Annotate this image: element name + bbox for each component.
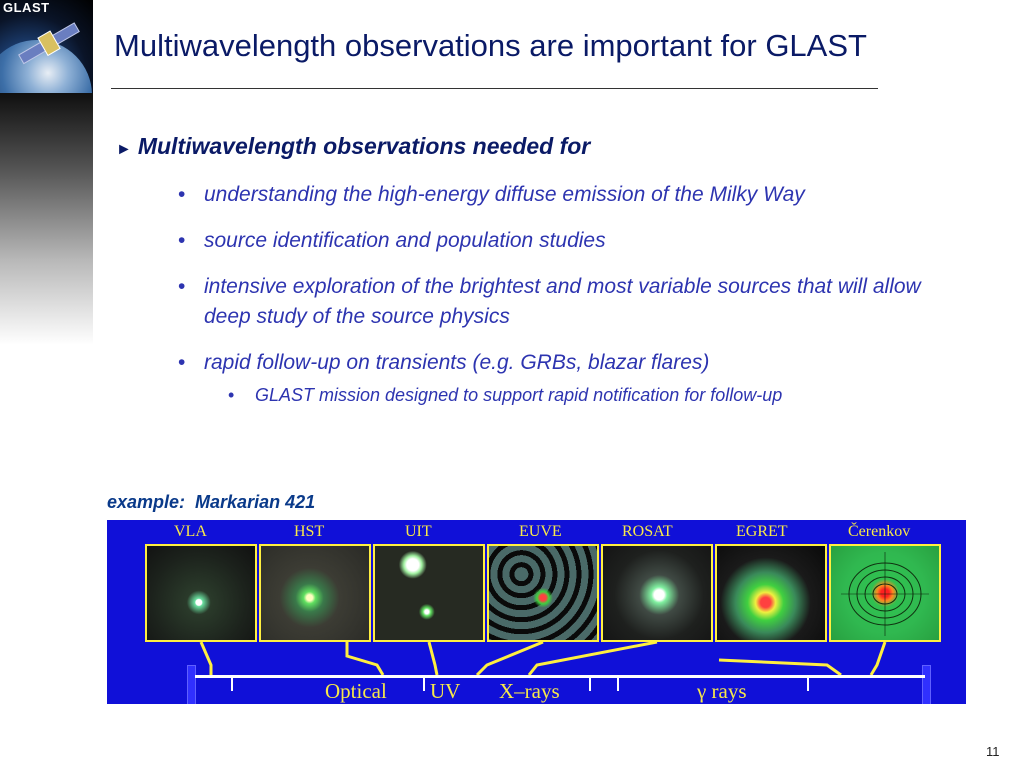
sub-sub-bullet-text: GLAST mission designed to support rapid … <box>255 385 783 405</box>
multiwavelength-figure: VLA HST UIT EUVE ROSAT EGRET Čerenkov Op… <box>107 520 966 704</box>
main-bullet-text: Multiwavelength observations needed for <box>137 133 591 159</box>
cerenkov-image <box>829 544 941 642</box>
wavelength-connectors <box>199 640 887 677</box>
sub-bullet: • source identification and population s… <box>178 226 944 256</box>
band-label-uv: UV <box>430 679 461 703</box>
sub-bullet-text: rapid follow-up on transients (e.g. GRBs… <box>204 351 710 374</box>
instrument-label: ROSAT <box>622 523 673 540</box>
euve-image <box>487 544 599 642</box>
vla-image <box>145 544 257 642</box>
band-label-optical: Optical <box>325 679 387 703</box>
main-bullet: ► Multiwavelength observations needed for <box>116 133 590 160</box>
uit-image <box>373 544 485 642</box>
instrument-label: Čerenkov <box>848 523 911 540</box>
band-tick <box>807 677 809 691</box>
sub-bullet-text: intensive exploration of the brightest a… <box>204 275 921 328</box>
instrument-label: EGRET <box>736 523 788 540</box>
logo-text: GLAST <box>3 0 50 15</box>
band-label-gamma-rays: γ rays <box>697 679 747 703</box>
band-tick <box>231 677 233 691</box>
bullet-dot-icon: • <box>178 229 186 252</box>
satellite-icon <box>18 22 80 65</box>
slide-title: Multiwavelength observations are importa… <box>114 28 867 63</box>
example-label: example: Markarian 421 <box>107 492 316 512</box>
band-tick <box>589 677 591 691</box>
contour-lines <box>841 552 929 636</box>
band-tick <box>617 677 619 691</box>
instrument-label: EUVE <box>519 523 562 540</box>
band-endcap <box>922 665 931 704</box>
rosat-image <box>601 544 713 642</box>
title-underline <box>111 88 878 89</box>
band-tick <box>423 677 425 691</box>
sub-bullet: • understanding the high-energy diffuse … <box>178 180 944 210</box>
sub-bullet: • intensive exploration of the brightest… <box>178 272 934 332</box>
bullet-dot-icon: • <box>178 275 186 298</box>
sub-bullet-text: understanding the high-energy diffuse em… <box>204 183 805 206</box>
bullet-dot-icon: • <box>178 183 186 206</box>
instrument-label: VLA <box>174 523 207 540</box>
instrument-label: HST <box>294 523 325 540</box>
egret-image <box>715 544 827 642</box>
wavelength-band-bar <box>195 675 925 678</box>
band-label-xrays: X–rays <box>499 679 560 703</box>
bullet-dot-icon: • <box>228 385 235 405</box>
triangle-bullet-icon: ► <box>116 141 132 158</box>
glast-logo: GLAST <box>0 0 93 93</box>
sub-bullet: • rapid follow-up on transients (e.g. GR… <box>178 348 944 378</box>
bullet-dot-icon: • <box>178 351 186 374</box>
band-endcap <box>187 665 196 704</box>
instrument-label: UIT <box>405 523 432 540</box>
sub-bullet-text: source identification and population stu… <box>204 229 606 252</box>
page-number: 11 <box>986 744 1000 759</box>
sub-sub-bullet: • GLAST mission designed to support rapi… <box>228 385 782 406</box>
hst-image <box>259 544 371 642</box>
